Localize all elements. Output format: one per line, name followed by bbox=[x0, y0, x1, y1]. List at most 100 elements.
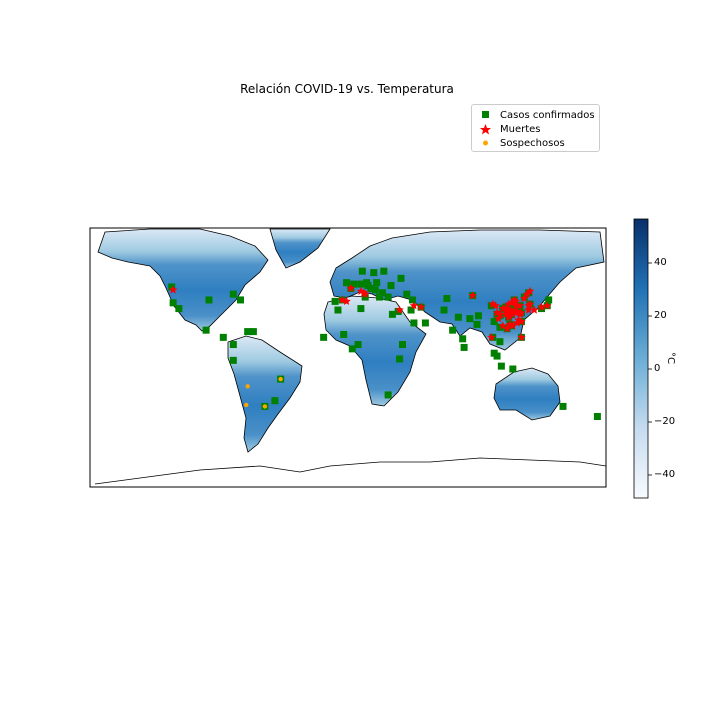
confirmed-case-point bbox=[509, 365, 517, 373]
death-point bbox=[537, 302, 546, 311]
death-point bbox=[507, 298, 516, 307]
death-point bbox=[494, 314, 503, 323]
confirmed-case-point bbox=[168, 283, 176, 291]
land-australia bbox=[493, 367, 561, 421]
confirmed-case-point bbox=[410, 319, 418, 327]
death-point bbox=[346, 283, 356, 293]
confirmed-case-point bbox=[559, 402, 567, 410]
confirmed-case-point bbox=[466, 315, 474, 323]
confirmed-case-point bbox=[593, 412, 601, 420]
confirmed-case-point bbox=[388, 310, 396, 318]
colorbar-label: °C bbox=[665, 352, 676, 364]
death-point bbox=[502, 324, 512, 333]
confirmed-case-point bbox=[350, 280, 358, 288]
death-point bbox=[488, 299, 497, 308]
points-layer bbox=[168, 267, 601, 420]
death-point bbox=[517, 332, 526, 341]
death-point bbox=[525, 299, 535, 308]
suspected-point bbox=[278, 376, 283, 382]
suspected-point bbox=[245, 384, 250, 389]
death-point bbox=[504, 312, 513, 321]
confirmed-case-point bbox=[396, 355, 404, 363]
confirmed-case-point bbox=[334, 306, 342, 314]
suspected-point bbox=[262, 404, 268, 409]
colorbar-tick: 40 bbox=[654, 257, 667, 268]
confirmed-case-point bbox=[367, 284, 375, 292]
colorbar-ticks bbox=[648, 262, 652, 476]
death-point bbox=[360, 289, 370, 298]
death-point bbox=[342, 296, 351, 305]
land-greenland bbox=[269, 228, 331, 269]
confirmed-case-point bbox=[244, 328, 252, 336]
confirmed-case-point bbox=[403, 290, 411, 298]
confirmed-case-point bbox=[348, 345, 356, 353]
confirmed-case-point bbox=[460, 343, 468, 351]
confirmed-case-point bbox=[378, 289, 386, 297]
confirmed-case-point bbox=[449, 326, 457, 334]
confirmed-case-point bbox=[473, 320, 481, 328]
death-point bbox=[524, 305, 533, 314]
confirmed-case-point bbox=[361, 293, 369, 301]
confirmed-case-point bbox=[376, 293, 384, 301]
confirmed-case-point bbox=[219, 333, 227, 341]
confirmed-case-point bbox=[459, 335, 467, 343]
colorbar-tick: 20 bbox=[654, 310, 667, 321]
confirmed-case-point bbox=[343, 279, 351, 287]
death-point bbox=[168, 285, 178, 294]
confirmed-case-point bbox=[229, 341, 237, 349]
land-eurasia bbox=[329, 229, 605, 351]
confirmed-case-point bbox=[407, 306, 415, 314]
confirmed-case-point bbox=[169, 299, 177, 307]
death-point bbox=[468, 291, 477, 300]
confirmed-case-point bbox=[493, 352, 501, 360]
death-point bbox=[504, 299, 513, 308]
legend-item: Sospechosos bbox=[472, 136, 565, 150]
confirmed-case-point bbox=[454, 313, 462, 321]
legend-label: Muertes bbox=[500, 123, 541, 135]
death-point bbox=[515, 301, 525, 310]
colorbar-tick: −20 bbox=[654, 416, 676, 427]
death-point bbox=[416, 302, 426, 311]
legend-item: Casos confirmados bbox=[472, 108, 595, 122]
colorbar bbox=[633, 218, 649, 499]
confirmed-case-point bbox=[398, 341, 406, 349]
colorbar-tick: −40 bbox=[654, 469, 676, 480]
confirmed-case-point bbox=[384, 293, 392, 301]
legend-label: Casos confirmados bbox=[500, 109, 595, 121]
death-point bbox=[502, 308, 512, 317]
land-temperature-layer bbox=[94, 228, 606, 485]
confirmed-case-point bbox=[397, 274, 405, 282]
confirmed-case-point bbox=[354, 341, 362, 349]
death-point bbox=[530, 305, 539, 314]
confirmed-case-point bbox=[440, 306, 448, 314]
confirmed-case-point bbox=[409, 296, 416, 304]
legend-item: Muertes bbox=[472, 122, 541, 136]
confirmed-case-point bbox=[175, 305, 183, 313]
chart-title: Relación COVID-19 vs. Temperatura bbox=[240, 82, 454, 96]
confirmed-case-point bbox=[370, 269, 378, 277]
confirmed-case-point bbox=[421, 319, 429, 327]
confirmed-case-point bbox=[490, 318, 498, 326]
death-point bbox=[520, 294, 529, 303]
death-point bbox=[514, 315, 523, 324]
confirmed-case-point bbox=[387, 282, 395, 290]
confirmed-case-point bbox=[373, 279, 381, 287]
land-africa bbox=[323, 295, 427, 407]
confirmed-case-point bbox=[545, 296, 553, 304]
colorbar-tick: 0 bbox=[654, 363, 661, 374]
death-point bbox=[501, 304, 510, 313]
death-point bbox=[543, 301, 552, 310]
confirmed-case-point bbox=[205, 296, 213, 304]
confirmed-case-point bbox=[357, 305, 365, 313]
confirmed-case-point bbox=[271, 397, 279, 405]
suspected-point bbox=[244, 402, 249, 408]
confirmed-case-point bbox=[249, 328, 257, 336]
confirmed-case-point bbox=[474, 312, 482, 320]
confirmed-case-point bbox=[380, 267, 388, 275]
legend: Casos confirmados Muertes Sospechosos bbox=[471, 104, 600, 152]
death-point bbox=[491, 301, 500, 310]
confirmed-case-point bbox=[237, 296, 244, 304]
circle-marker-icon bbox=[472, 136, 500, 150]
death-point bbox=[395, 305, 404, 314]
